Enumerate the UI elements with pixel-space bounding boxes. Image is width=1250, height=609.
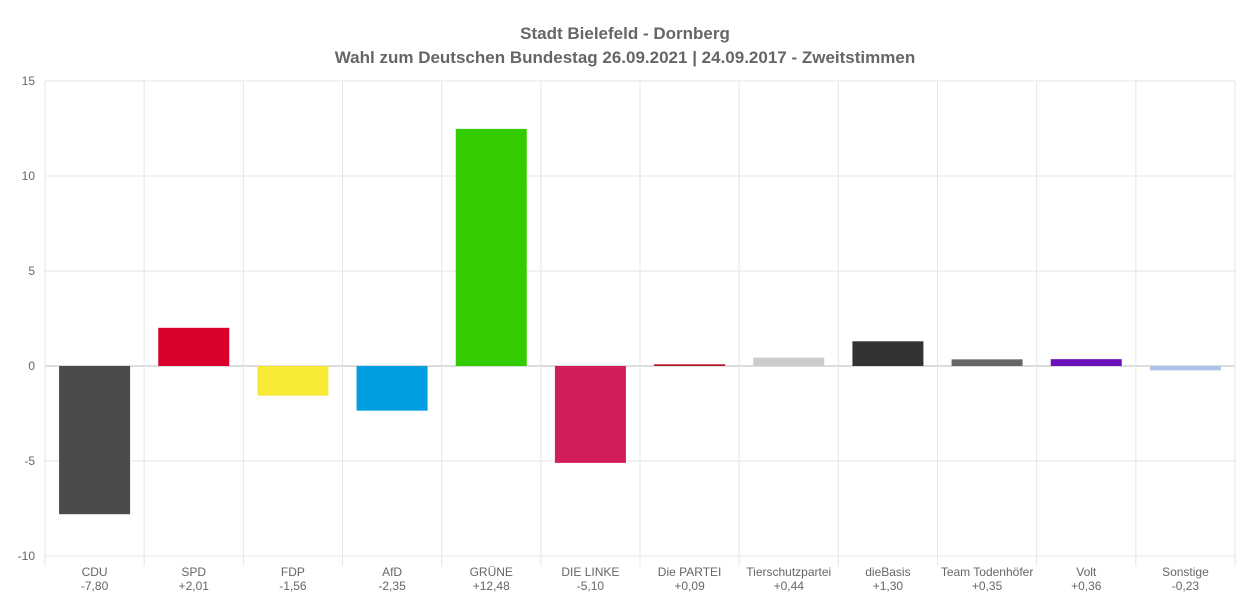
bar-volt (1050, 359, 1122, 366)
x-tick-label: CDU (82, 565, 108, 579)
y-tick-label: 0 (28, 359, 35, 373)
data-label: -2,35 (378, 579, 406, 593)
x-tick-label: AfD (382, 565, 402, 579)
bar-cdu (59, 366, 131, 515)
bar-die-partei (654, 364, 726, 366)
x-tick-label: DIE LINKE (561, 565, 619, 579)
y-tick-label: 10 (22, 169, 36, 183)
data-label: +0,44 (774, 579, 805, 593)
bar-afd (356, 366, 428, 411)
bar-die-linke (554, 366, 626, 463)
data-label: -1,56 (279, 579, 307, 593)
x-tick-label: dieBasis (865, 565, 910, 579)
y-tick-label: 5 (28, 264, 35, 278)
data-label: +2,01 (179, 579, 210, 593)
x-tick-label: Volt (1076, 565, 1097, 579)
bar-tierschutzpartei (753, 357, 825, 366)
bar-diebasis (852, 341, 924, 366)
x-tick-label: Sonstige (1162, 565, 1209, 579)
x-tick-label: Die PARTEI (658, 565, 722, 579)
y-tick-label: -5 (24, 454, 35, 468)
bar-spd (158, 327, 230, 366)
data-label: +1,30 (873, 579, 904, 593)
data-label: +12,48 (473, 579, 510, 593)
chart-subtitle: Wahl zum Deutschen Bundestag 26.09.2021 … (334, 48, 916, 67)
data-label: -0,23 (1172, 579, 1200, 593)
y-tick-label: -10 (18, 549, 36, 563)
x-tick-label: Team Todenhöfer (941, 565, 1034, 579)
bar-fdp (257, 366, 329, 396)
y-tick-label: 15 (22, 74, 36, 88)
data-label: +0,09 (674, 579, 705, 593)
chart-title: Stadt Bielefeld - Dornberg (520, 24, 730, 43)
x-tick-label: FDP (281, 565, 305, 579)
bar-grüne (455, 128, 527, 366)
data-label: -7,80 (81, 579, 109, 593)
data-label: -5,10 (577, 579, 605, 593)
x-tick-label: SPD (181, 565, 206, 579)
data-label: +0,36 (1071, 579, 1102, 593)
bar-sonstige (1149, 366, 1221, 371)
x-tick-label: GRÜNE (470, 565, 513, 579)
bar-team-todenhöfer (951, 359, 1023, 366)
data-label: +0,35 (972, 579, 1003, 593)
x-tick-label: Tierschutzpartei (746, 565, 831, 579)
